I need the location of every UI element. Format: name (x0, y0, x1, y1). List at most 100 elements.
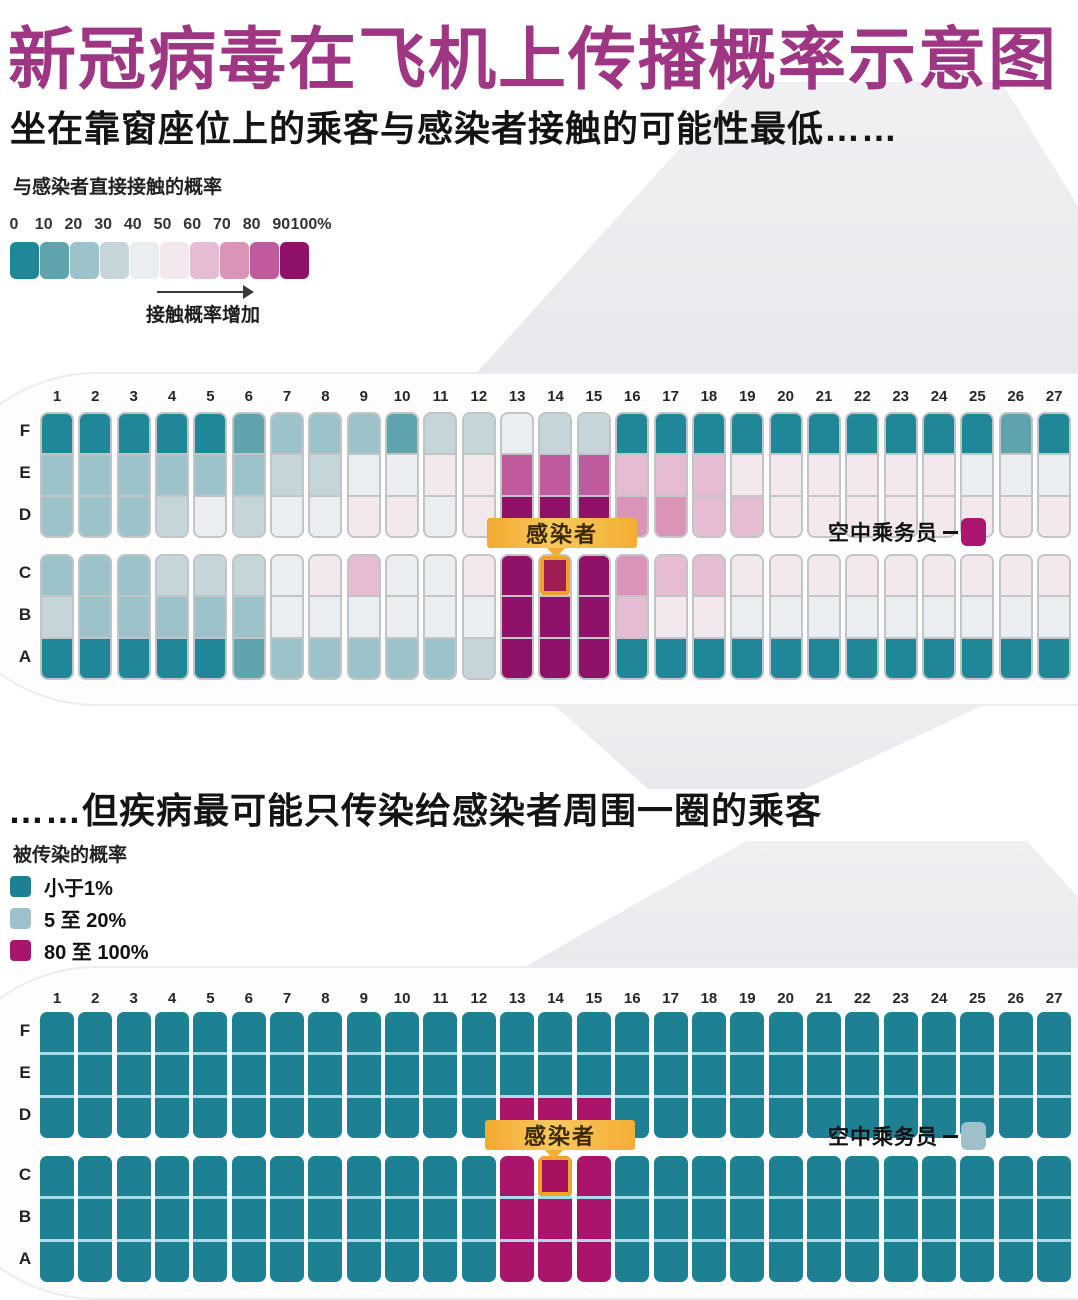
seat-14A (538, 1239, 573, 1282)
legend2-swatch (10, 876, 31, 897)
column-number: 4 (167, 388, 177, 405)
seat-column-20 (768, 1012, 803, 1138)
seat-18C (693, 556, 724, 596)
seat-6E (231, 1052, 266, 1095)
seat-7F (270, 1012, 305, 1052)
seat-column-20 (768, 1156, 803, 1282)
seat-16F (615, 1012, 650, 1052)
seat-8E (308, 1052, 343, 1095)
seat-column-1 (40, 1012, 74, 1138)
row-letter-C: C (18, 1165, 32, 1184)
seat-19E (730, 1052, 765, 1095)
seat-21E (806, 1052, 841, 1095)
seat-19D (732, 494, 763, 536)
seat-18C (691, 1156, 726, 1196)
seat-22C (847, 556, 878, 596)
seat-26F (998, 1012, 1033, 1052)
seat-27D (1038, 494, 1069, 536)
seat-1A (42, 636, 72, 678)
seat-21C (808, 556, 839, 596)
seat-20B (770, 595, 801, 637)
column-number: 12 (470, 388, 488, 405)
seat-19B (732, 595, 763, 637)
seat-25C (960, 1156, 995, 1196)
seat-11A (425, 636, 456, 678)
seat-9F (346, 1012, 381, 1052)
seat-2E (78, 1052, 113, 1095)
seat-9A (346, 1239, 381, 1282)
seat-14A (540, 636, 571, 678)
seat-17A (653, 1239, 688, 1282)
seat-13F (500, 1012, 535, 1052)
seat-5F (193, 1012, 228, 1052)
seat-column-18 (691, 554, 726, 680)
seat-22B (847, 595, 878, 637)
column-number: 19 (738, 388, 756, 405)
seat-25B (962, 595, 993, 637)
seat-3B (116, 1196, 151, 1239)
seat-22E (847, 453, 878, 495)
column-number: 21 (815, 388, 833, 405)
column-number: 22 (854, 388, 871, 405)
seat-7D (272, 494, 303, 536)
seat-5C (195, 556, 226, 596)
legend2-swatch (10, 908, 31, 929)
seat-20D (770, 494, 801, 536)
seat-column-15 (576, 1156, 611, 1282)
seat-11D (423, 1095, 458, 1138)
seat-column-25 (960, 412, 995, 538)
tick-label: 70 (212, 216, 231, 233)
seat-column-10 (385, 412, 420, 538)
seat-column-25 (960, 1156, 995, 1282)
seat-8D (308, 1095, 343, 1138)
flight-attendant-swatch (961, 518, 986, 546)
seat-column-27 (1036, 554, 1071, 680)
seat-19D (730, 1095, 765, 1138)
seat-10A (385, 1239, 420, 1282)
column-number: 14 (547, 388, 564, 405)
seat-27F (1036, 1012, 1071, 1052)
seat-24A (923, 636, 954, 678)
seat-18E (693, 453, 724, 495)
seat-11E (423, 1052, 458, 1095)
seat-column-1 (40, 1156, 74, 1282)
seat-column-19 (730, 554, 765, 680)
seat-2D (78, 1095, 113, 1138)
seat-15F (578, 414, 609, 454)
seat-3C (116, 1156, 151, 1196)
seat-14B (540, 595, 571, 637)
seat-7E (272, 453, 303, 495)
seat-24C (923, 556, 954, 596)
column-number: 17 (662, 388, 679, 405)
seat-10D (385, 1095, 420, 1138)
seat-22D (845, 1095, 880, 1138)
seat-column-12 (461, 554, 496, 680)
color-scale-swatch (130, 242, 159, 279)
wing-shape (491, 840, 1078, 986)
seat-21D (806, 1095, 841, 1138)
seat-23E (885, 453, 916, 495)
seat-column-9 (346, 554, 381, 680)
seat-9B (346, 1196, 381, 1239)
seat-27A (1036, 1239, 1071, 1282)
seat-17E (653, 1052, 688, 1095)
flight-attendant-legend: 空中乘务员 (828, 1121, 986, 1151)
seat-24F (921, 1012, 956, 1052)
seat-column-9 (346, 1012, 381, 1138)
seat-3D (118, 494, 149, 536)
seat-column-10 (385, 1012, 420, 1138)
seat-25E (960, 1052, 995, 1095)
seat-1A (40, 1239, 74, 1282)
seat-column-22 (845, 412, 880, 538)
seat-4C (157, 556, 188, 596)
seat-2F (78, 1012, 113, 1052)
seat-column-18 (691, 412, 726, 538)
seat-15C (576, 1156, 611, 1196)
seat-19C (730, 1156, 765, 1196)
seat-6A (231, 1239, 266, 1282)
seat-10B (387, 595, 418, 637)
seat-9B (348, 595, 379, 637)
seat-column-20 (768, 412, 803, 538)
seat-13C (500, 1156, 535, 1196)
tick-label: 10 (34, 216, 53, 233)
